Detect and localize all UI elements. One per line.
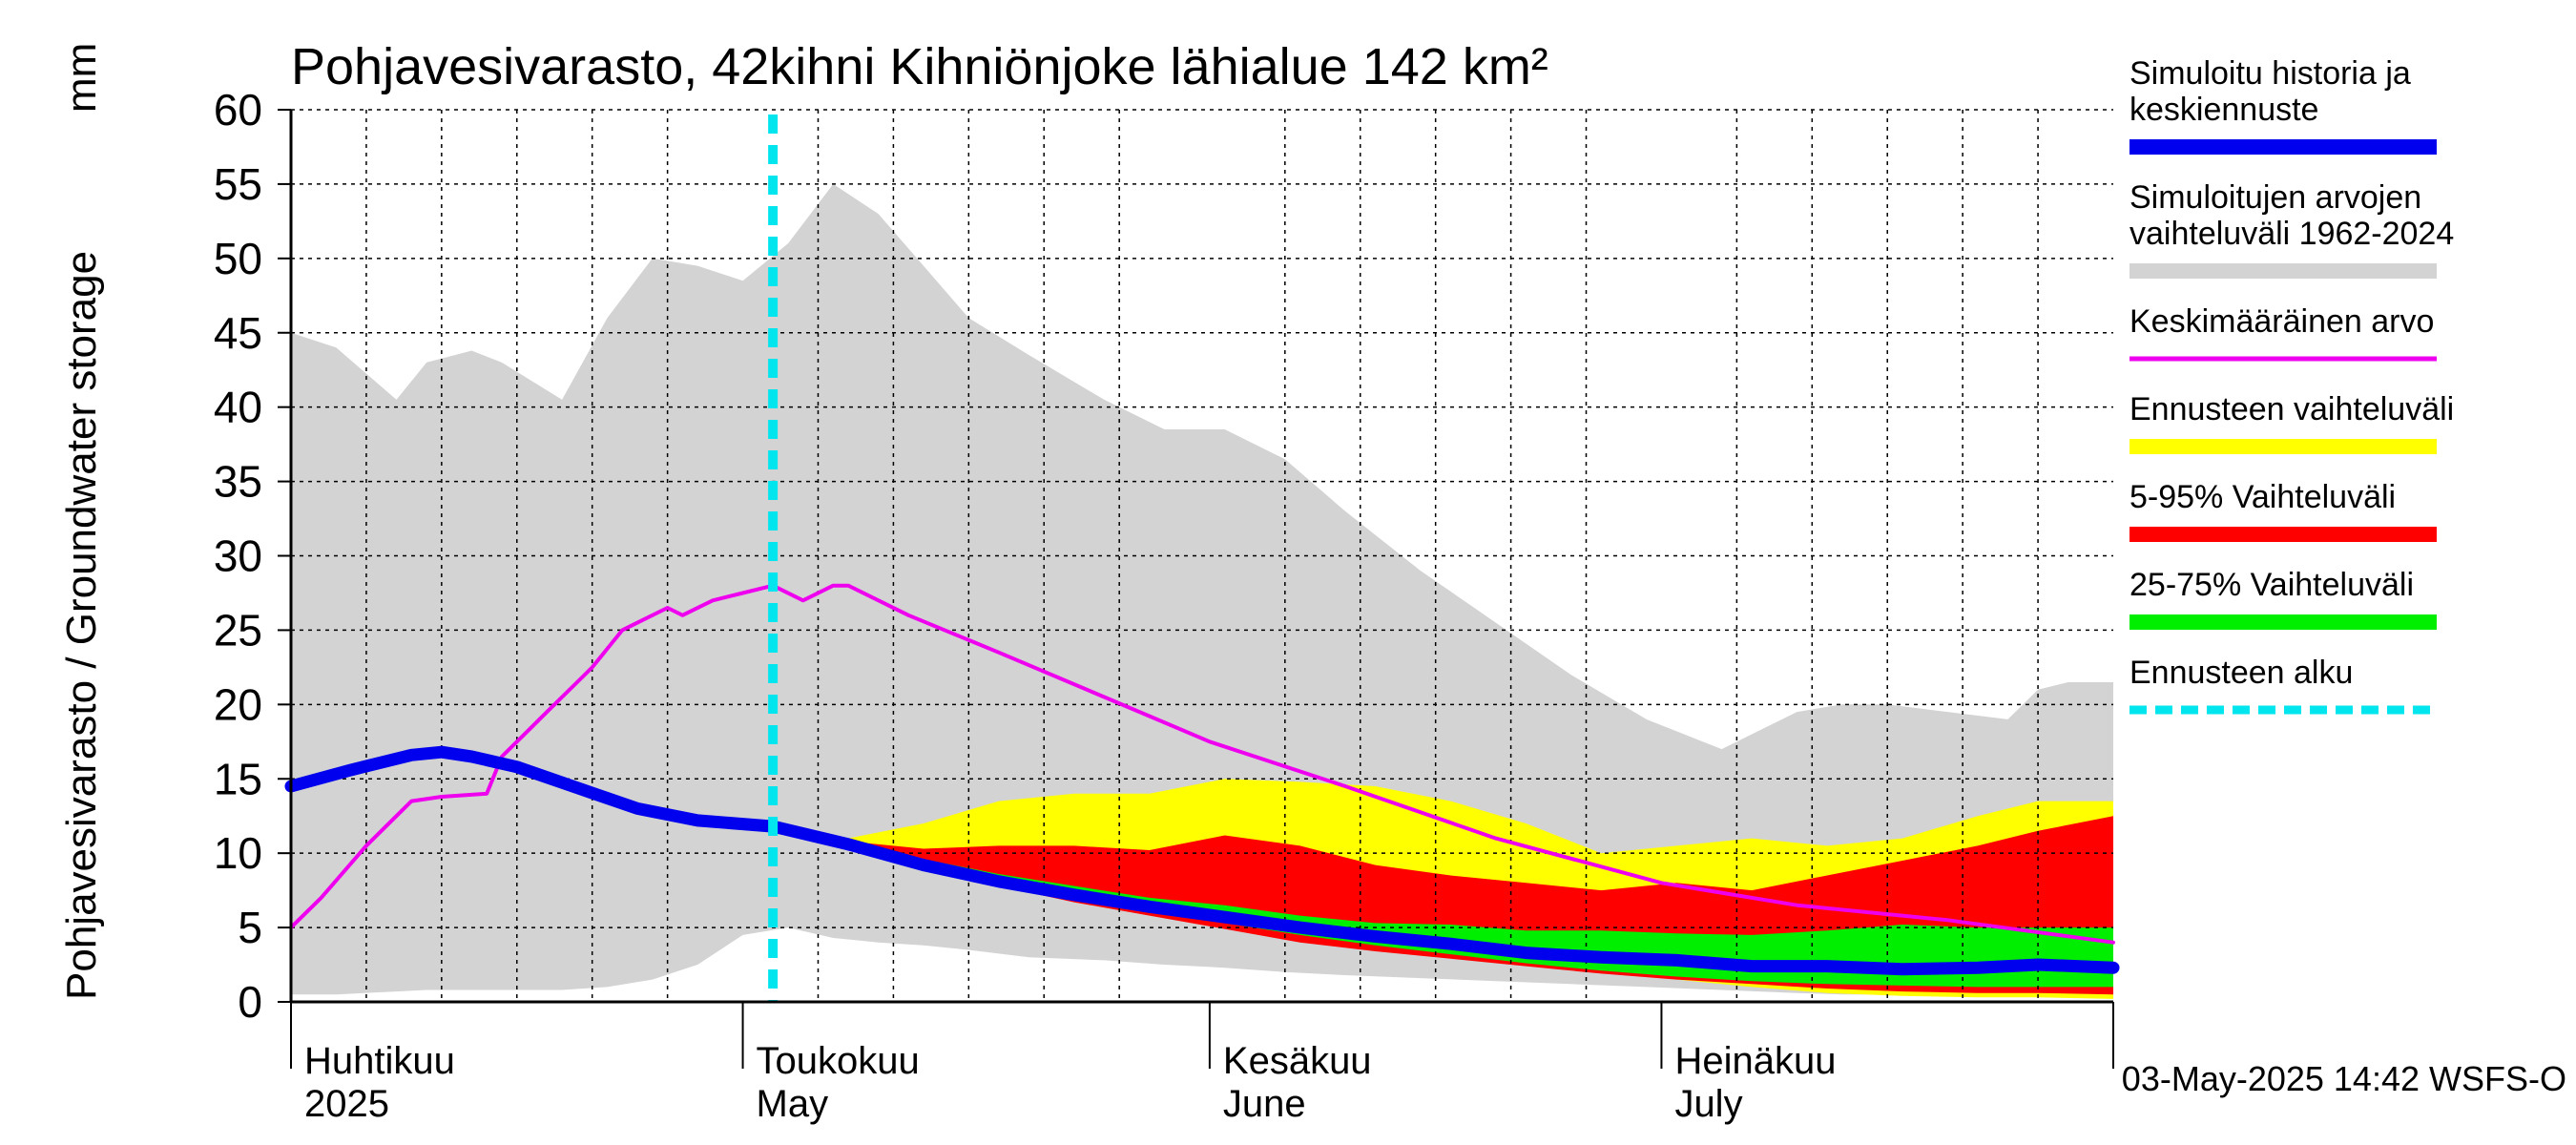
y-axis-label: Pohjavesivarasto / Groundwater storage xyxy=(58,251,105,1000)
y-tick-label: 0 xyxy=(238,977,262,1027)
x-month-label: Heinäkuu xyxy=(1674,1040,1836,1082)
legend-label: Keskimääräinen arvo xyxy=(2129,303,2434,340)
line-layer xyxy=(284,114,2120,1002)
y-tick-label: 10 xyxy=(214,828,262,878)
legend-label: Simuloitu historia ja xyxy=(2129,55,2411,92)
p25-75-band xyxy=(773,826,2113,988)
legend-label: Simuloitujen arvojen xyxy=(2129,179,2421,216)
y-tick-label: 15 xyxy=(214,754,262,803)
x-month-sublabel: 2025 xyxy=(304,1083,389,1125)
legend-label: Ennusteen alku xyxy=(2129,655,2353,691)
footer-timestamp: 03-May-2025 14:42 WSFS-O xyxy=(2122,1059,2566,1098)
axis-layer: 051015202530354045505560Huhtikuu2025Touk… xyxy=(214,85,2114,1125)
x-month-label: Kesäkuu xyxy=(1223,1040,1372,1082)
x-month-label: Toukokuu xyxy=(757,1040,920,1082)
mean-line xyxy=(289,583,2115,945)
grid-layer xyxy=(291,109,2113,1003)
x-month-sublabel: July xyxy=(1674,1083,1742,1125)
legend-label: vaihteluväli 1962-2024 xyxy=(2129,216,2454,252)
y-tick-label: 5 xyxy=(238,903,262,952)
y-tick-label: 50 xyxy=(214,234,262,283)
y-tick-label: 20 xyxy=(214,679,262,729)
legend-label: keskiennuste xyxy=(2129,92,2318,128)
y-axis-unit: mm xyxy=(58,43,105,113)
y-tick-label: 40 xyxy=(214,383,262,432)
simulated-line xyxy=(284,745,2120,976)
x-month-sublabel: June xyxy=(1223,1083,1306,1125)
y-tick-label: 35 xyxy=(214,457,262,507)
y-tick-label: 45 xyxy=(214,308,262,358)
legend-label: 25-75% Vaihteluväli xyxy=(2129,567,2414,603)
legend-label: Ennusteen vaihteluväli xyxy=(2129,391,2454,427)
x-month-label: Huhtikuu xyxy=(304,1040,455,1082)
y-tick-label: 55 xyxy=(214,159,262,209)
y-tick-label: 25 xyxy=(214,605,262,655)
y-tick-label: 30 xyxy=(214,531,262,581)
legend-label: 5-95% Vaihteluväli xyxy=(2129,479,2396,515)
chart-title: Pohjavesivarasto, 42kihni Kihniönjoke lä… xyxy=(291,38,1548,95)
y-tick-label: 60 xyxy=(214,85,262,135)
x-month-sublabel: May xyxy=(757,1083,829,1125)
history-range-band xyxy=(291,183,2113,995)
band-layer xyxy=(291,183,2113,999)
